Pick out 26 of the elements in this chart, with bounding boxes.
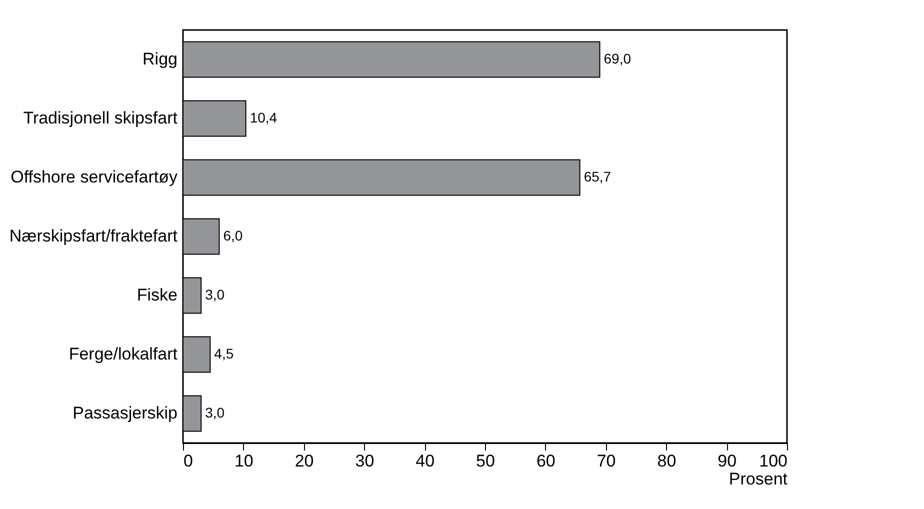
data-label: 3,0 bbox=[205, 286, 225, 302]
data-label: 4,5 bbox=[214, 346, 234, 362]
x-tick-label: 80 bbox=[657, 452, 676, 470]
x-tick-label: 70 bbox=[596, 452, 616, 470]
x-tick-label: 100 bbox=[759, 452, 788, 470]
data-label: 69,0 bbox=[604, 50, 632, 66]
x-tick-label: 0 bbox=[184, 452, 193, 470]
y-tick-label: Nærskipsfart/fraktefart bbox=[9, 226, 178, 246]
y-tick-label: Offshore servicefartøy bbox=[10, 168, 178, 186]
y-tick-label: Fiske bbox=[136, 286, 178, 304]
x-tick-label: 30 bbox=[355, 452, 374, 470]
data-label: 6,0 bbox=[223, 228, 243, 244]
x-tick-label: 20 bbox=[294, 452, 314, 470]
y-tick-label: Ferge/lokalfart bbox=[68, 344, 178, 364]
y-tick-label: Passasjerskip bbox=[72, 404, 178, 422]
data-label: 65,7 bbox=[584, 168, 612, 184]
x-tick-label: 10 bbox=[234, 452, 254, 470]
y-tick-label: Rigg bbox=[142, 50, 178, 68]
x-tick-label: 40 bbox=[416, 452, 435, 470]
x-tick-label: 50 bbox=[476, 452, 495, 470]
x-axis-title: Prosent bbox=[728, 470, 788, 488]
x-tick-label: 60 bbox=[536, 452, 556, 470]
x-tick-label: 90 bbox=[718, 452, 737, 470]
data-label: 3,0 bbox=[205, 404, 225, 420]
y-tick-label: Tradisjonell skipsfart bbox=[23, 108, 178, 128]
data-label: 10,4 bbox=[250, 110, 278, 126]
